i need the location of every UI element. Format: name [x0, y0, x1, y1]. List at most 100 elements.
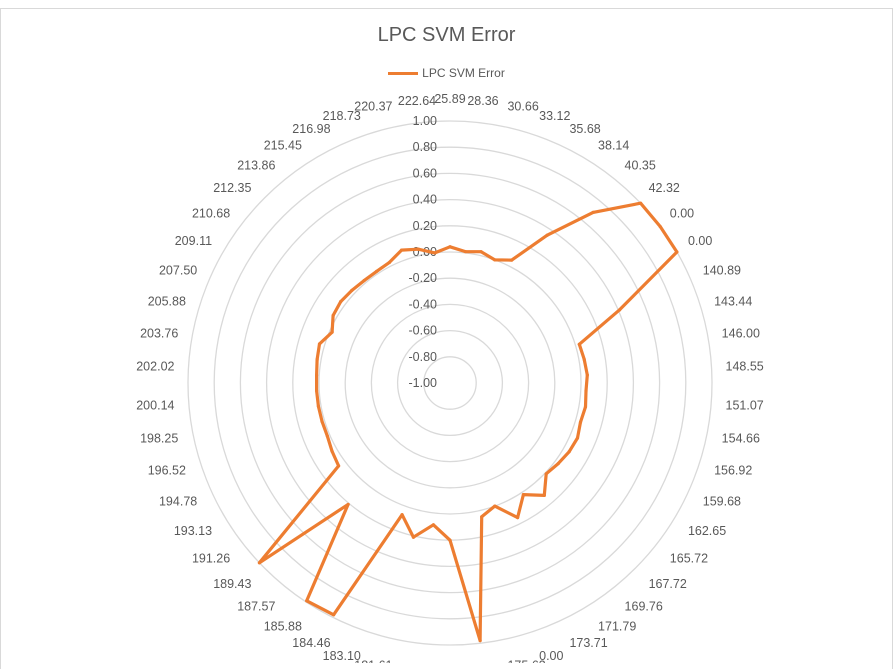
category-label: 222.64	[398, 94, 436, 108]
category-label: 0.00	[539, 649, 563, 663]
data-point	[315, 389, 319, 393]
category-label: 215.45	[264, 139, 302, 153]
category-label: 210.68	[192, 206, 230, 220]
data-point	[675, 250, 679, 254]
data-point	[480, 515, 484, 519]
data-point	[582, 357, 586, 361]
category-label: 33.12	[539, 109, 570, 123]
data-point	[545, 233, 549, 237]
r-tick-label: -0.80	[409, 350, 438, 364]
grid-ring	[265, 198, 635, 568]
category-label: 207.50	[159, 264, 197, 278]
r-tick-label: 0.40	[413, 193, 437, 207]
category-label: 198.25	[140, 431, 178, 445]
data-point	[521, 493, 526, 497]
r-tick-label: -0.60	[409, 324, 438, 338]
data-point	[583, 405, 588, 409]
r-tick-label: 0.60	[413, 166, 437, 180]
data-point	[400, 248, 404, 252]
grid-ring	[187, 120, 713, 646]
data-point	[411, 535, 416, 539]
data-point	[305, 599, 309, 603]
data-point	[478, 639, 482, 643]
data-point	[374, 269, 379, 273]
category-label: 196.52	[148, 463, 186, 477]
data-point	[448, 245, 452, 249]
category-label: 209.11	[175, 234, 212, 248]
category-label: 167.72	[649, 577, 687, 591]
chart-title: LPC SVM Error	[377, 24, 516, 46]
category-label: 42.32	[649, 181, 680, 195]
data-point	[479, 250, 483, 254]
category-label: 38.14	[598, 139, 629, 153]
r-tick-label: -0.40	[409, 297, 438, 311]
category-label: 184.46	[292, 636, 330, 650]
category-label: 202.02	[136, 359, 174, 373]
category-label: 162.65	[688, 524, 726, 538]
category-label: 218.73	[323, 109, 361, 123]
category-label: 146.00	[722, 327, 760, 341]
grid-ring	[396, 329, 504, 437]
category-label: 159.68	[703, 494, 741, 508]
category-label: 35.68	[569, 122, 600, 136]
data-point	[387, 260, 392, 265]
category-label: 154.66	[722, 431, 760, 445]
grid-ring	[318, 251, 582, 515]
data-point	[325, 434, 329, 438]
category-label: 183.10	[323, 649, 361, 663]
legend-swatch	[388, 71, 419, 75]
category-label: 171.79	[598, 619, 636, 633]
category-label: 165.72	[670, 552, 708, 566]
data-point	[448, 538, 452, 542]
category-label: 194.78	[159, 494, 197, 508]
data-point	[578, 420, 583, 424]
data-point	[431, 523, 436, 527]
category-label: 212.35	[213, 181, 251, 195]
data-point	[339, 300, 343, 304]
data-point	[591, 210, 595, 215]
data-point	[320, 419, 324, 423]
category-label: 140.89	[703, 264, 741, 278]
category-label: 173.71	[569, 636, 607, 650]
category-label: 200.14	[136, 399, 174, 413]
grid-ring	[370, 303, 530, 463]
data-point	[316, 404, 321, 408]
data-point	[493, 258, 497, 262]
r-tick-label: 1.00	[413, 114, 437, 128]
category-label: 28.36	[467, 94, 498, 108]
r-tick-label: -1.00	[409, 376, 438, 390]
data-point	[331, 613, 336, 617]
category-label: 0.00	[670, 206, 694, 220]
data-point	[433, 251, 437, 255]
grid-ring	[213, 146, 687, 620]
category-label: 193.13	[174, 524, 212, 538]
category-label: 30.66	[507, 100, 538, 114]
data-point	[567, 450, 571, 454]
category-label: 191.26	[192, 552, 230, 566]
category-label: 169.76	[625, 600, 663, 614]
data-point	[493, 504, 497, 508]
r-tick-label: 0.80	[413, 140, 437, 154]
category-label: 220.37	[354, 100, 392, 114]
category-label: 185.88	[264, 619, 302, 633]
legend-label: LPC SVM Error	[422, 66, 505, 80]
data-point	[337, 464, 341, 468]
data-point	[330, 449, 334, 453]
data-point	[575, 436, 580, 440]
data-point	[544, 472, 548, 476]
category-label: 175.63	[507, 658, 545, 663]
category-label: 205.88	[148, 295, 186, 309]
category-label: 213.86	[237, 158, 275, 172]
legend: LPC SVM Error	[0, 66, 893, 80]
category-label: 216.98	[292, 122, 330, 136]
category-label: 156.92	[714, 463, 752, 477]
r-tick-label: -0.20	[409, 271, 438, 285]
data-point	[257, 561, 262, 565]
data-point	[350, 288, 354, 293]
data-point	[331, 313, 335, 318]
data-point	[330, 330, 334, 334]
data-point	[315, 373, 319, 377]
data-point	[346, 502, 350, 507]
category-label: 25.89	[434, 92, 465, 106]
category-label: 189.43	[213, 577, 251, 591]
